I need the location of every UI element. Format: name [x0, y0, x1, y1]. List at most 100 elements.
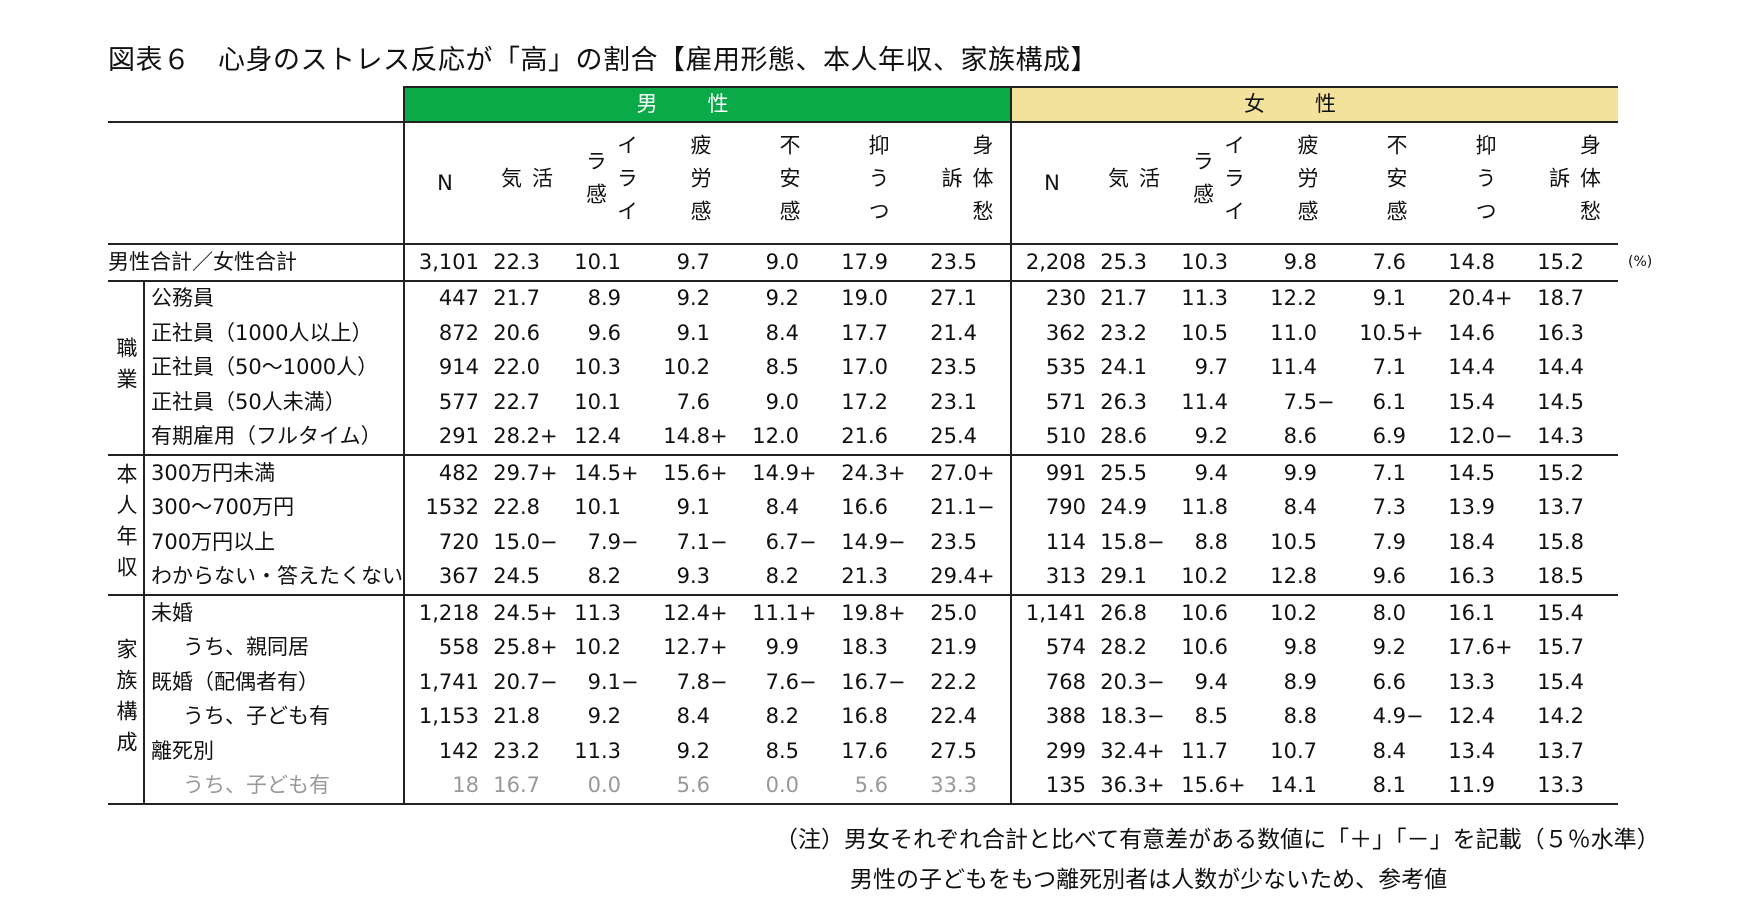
value-cell: 16.7 [485, 768, 566, 805]
value: 8.4 [1372, 738, 1406, 763]
value: 20.3 [1100, 669, 1147, 694]
significance-mark: − [621, 529, 639, 554]
value-cell: 7.1 [1351, 454, 1440, 491]
table-row: うち、子ども有 1,153 21.8 9.2 8.4 8.2 16.8 22.4 388 18.3… [108, 699, 1658, 735]
value-cell: 25.4 [922, 420, 1011, 456]
n-cell: 872 [403, 316, 485, 351]
value: 9.2 [1372, 635, 1406, 660]
value-cell: 28.2+ [485, 420, 566, 456]
value: 23.5 [930, 249, 977, 274]
value-cell: 9.2 [655, 734, 744, 769]
value: 12.0 [752, 424, 799, 449]
value-cell: 9.9 [1262, 454, 1351, 491]
column-header-2: イライ ラ感 [566, 121, 655, 244]
value: 9.8 [1283, 249, 1317, 274]
value-cell: 10.2 [655, 351, 744, 386]
value-cell: 23.5 [922, 525, 1011, 560]
value-cell: 7.5− [1262, 385, 1351, 420]
value-cell: 8.0 [1351, 594, 1440, 631]
value-cell: 12.0 [744, 420, 833, 456]
value-cell: 9.4 [1173, 454, 1262, 491]
value: 25.4 [930, 424, 977, 449]
value: 24.5 [493, 600, 540, 625]
value: 10.6 [1181, 635, 1228, 660]
row-label: うち、親同居 [143, 630, 404, 665]
value: 16.3 [1537, 320, 1584, 345]
value: 9.8 [1283, 635, 1317, 660]
value-cell: 15.4 [1529, 665, 1618, 700]
value: 16.6 [841, 495, 888, 520]
value: 14.5 [1448, 460, 1495, 485]
value-cell: 11.4 [1173, 385, 1262, 420]
value: 29.7 [493, 460, 540, 485]
total-label: 男性合計／女性合計 [108, 243, 404, 281]
value-cell: 27.5 [922, 734, 1011, 769]
blank-cell [108, 87, 144, 122]
value: 10.1 [574, 249, 621, 274]
stress-table: 男性 女性 N 活気イライ ラ感 疲労感 不安感 抑うつ 身体愁訴 N 活気イライ ラ感 疲労感 不安感抑… [108, 86, 1658, 805]
value: 14.4 [1537, 355, 1584, 380]
blank-cell [1618, 631, 1658, 666]
blank-cell [1618, 769, 1658, 805]
value-cell: 29.7+ [485, 454, 566, 491]
blank-cell [1618, 595, 1658, 631]
value: 9.4 [1194, 460, 1228, 485]
value: 20.7 [493, 669, 540, 694]
value: 7.1 [1372, 460, 1406, 485]
value: 23.1 [930, 389, 977, 414]
value-cell: 20.6 [485, 316, 566, 351]
value: 7.6 [765, 669, 799, 694]
value-cell: 12.0− [1440, 420, 1529, 456]
value: 21.1 [930, 495, 977, 520]
value: 10.5 [1181, 320, 1228, 345]
row-label: 正社員（1000人以上） [143, 316, 404, 351]
value: 21.7 [1100, 286, 1147, 311]
n-cell: 1,741 [403, 665, 485, 700]
value: 14.3 [1537, 424, 1584, 449]
value: 16.7 [493, 773, 540, 798]
n-cell: 114 [1010, 525, 1092, 560]
value: 13.7 [1537, 738, 1584, 763]
value-cell: 21.7 [485, 279, 566, 316]
value-cell: 4.9− [1351, 700, 1440, 735]
value: 29.4 [930, 564, 977, 589]
value: 11.7 [1181, 738, 1228, 763]
value: 15.8 [1537, 529, 1584, 554]
n-cell: 914 [403, 350, 485, 385]
value-cell: 15.2 [1529, 243, 1618, 281]
value: 28.2 [493, 424, 540, 449]
value-cell: 12.7+ [655, 631, 744, 666]
value: 9.0 [765, 249, 799, 274]
value-cell: 8.9 [566, 279, 655, 316]
vertical-text: 本人年収 [114, 463, 138, 587]
value-cell: 12.4+ [655, 594, 744, 631]
value-cell: 7.1 [1351, 351, 1440, 386]
significance-mark: + [1147, 773, 1165, 798]
value-cell: 9.0 [744, 385, 833, 420]
value: 12.7 [663, 635, 710, 660]
value-cell: 24.1 [1092, 351, 1173, 386]
n-cell: 447 [403, 279, 485, 316]
n-cell: 535 [1010, 350, 1092, 385]
value: 9.4 [1194, 669, 1228, 694]
n-cell: 790 [1010, 490, 1092, 525]
value: 8.5 [1194, 704, 1228, 729]
value: 8.4 [765, 495, 799, 520]
value: 32.4 [1100, 738, 1147, 763]
value: 10.6 [1181, 600, 1228, 625]
value-cell: 26.3 [1092, 385, 1173, 420]
value: 8.8 [1283, 704, 1317, 729]
significance-mark: + [1228, 773, 1246, 798]
value: 10.2 [663, 355, 710, 380]
table-row: 700万円以上 720 15.0− 7.9− 7.1− 6.7− 14.9− 23.5 114 1… [108, 525, 1658, 560]
value: 27.0 [930, 460, 977, 485]
value: 9.2 [676, 286, 710, 311]
blank-cell [1618, 87, 1658, 122]
value-cell: 13.7 [1529, 491, 1618, 526]
value: 21.3 [841, 564, 888, 589]
row-label: 公務員 [143, 279, 404, 316]
value: 7.1 [676, 529, 710, 554]
header-group-row: 男性 女性 [108, 86, 1658, 122]
value: 14.8 [663, 424, 710, 449]
value: 17.0 [841, 355, 888, 380]
